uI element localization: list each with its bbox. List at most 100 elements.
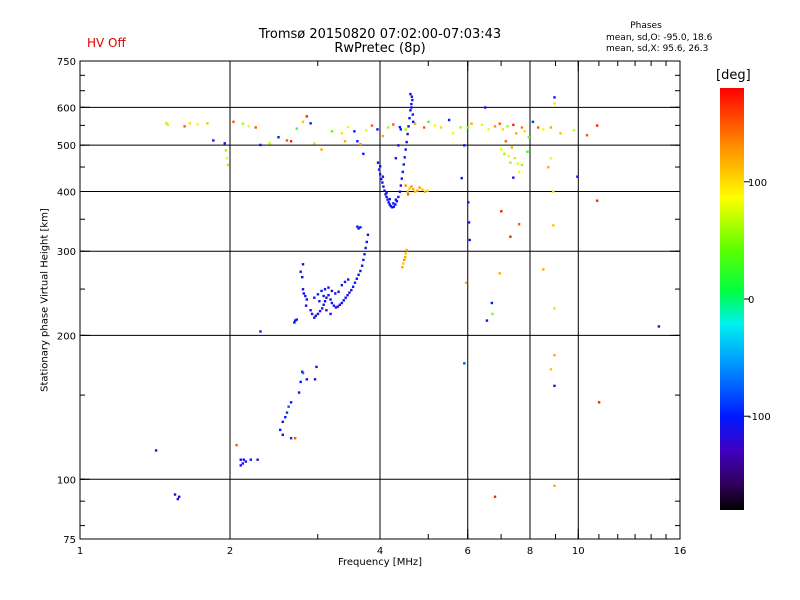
- data-point: [398, 125, 402, 129]
- data-point: [309, 122, 312, 125]
- data-point: [348, 291, 351, 294]
- data-point: [409, 92, 412, 96]
- data-point: [254, 126, 257, 129]
- data-point: [381, 181, 384, 184]
- data-point: [412, 120, 415, 124]
- data-point: [239, 458, 242, 461]
- data-point: [322, 294, 325, 298]
- data-point: [334, 306, 338, 309]
- x-tick-label: 4: [377, 546, 383, 557]
- data-point: [498, 272, 501, 275]
- data-point: [392, 205, 396, 208]
- data-point: [313, 296, 316, 299]
- data-point: [359, 142, 362, 146]
- data-point: [464, 281, 468, 284]
- data-point: [356, 140, 359, 143]
- data-point: [487, 128, 490, 131]
- data-point: [359, 269, 362, 273]
- data-point: [355, 277, 358, 280]
- data-point: [411, 113, 414, 116]
- data-point: [406, 132, 409, 136]
- data-point: [316, 293, 320, 296]
- data-point: [405, 140, 408, 144]
- data-point: [357, 227, 360, 230]
- data-point: [552, 190, 555, 193]
- x-tick-label: 1: [77, 546, 83, 557]
- data-point: [351, 285, 355, 288]
- data-point: [403, 156, 406, 159]
- data-point: [235, 443, 238, 447]
- data-point: [206, 122, 209, 125]
- data-point: [410, 95, 414, 98]
- x-tick-label: 8: [527, 546, 533, 557]
- data-point: [297, 391, 301, 394]
- data-point: [241, 122, 245, 125]
- data-point: [410, 106, 413, 109]
- data-point: [395, 200, 399, 203]
- data-point: [467, 201, 470, 204]
- data-point: [196, 123, 199, 126]
- data-point: [413, 190, 417, 193]
- data-point: [459, 126, 462, 129]
- data-point: [381, 175, 385, 178]
- data-point: [410, 102, 413, 106]
- data-point: [176, 497, 180, 501]
- data-point: [359, 226, 362, 229]
- data-point: [523, 130, 526, 133]
- data-point: [559, 132, 562, 135]
- data-point: [177, 495, 181, 498]
- data-point: [553, 96, 556, 99]
- data-point: [363, 253, 366, 256]
- data-point: [392, 123, 395, 126]
- data-point: [657, 325, 661, 328]
- data-point: [310, 312, 314, 316]
- data-point: [500, 210, 503, 213]
- data-point: [285, 139, 289, 142]
- data-point: [423, 190, 427, 193]
- data-point: [364, 246, 367, 250]
- data-point: [316, 312, 320, 316]
- y-tick-label: 100: [57, 475, 76, 486]
- data-point: [447, 118, 451, 122]
- data-point: [299, 380, 302, 384]
- data-point: [249, 458, 253, 461]
- data-point: [318, 309, 322, 313]
- data-point: [439, 126, 443, 129]
- data-point: [426, 189, 429, 192]
- data-point: [337, 290, 340, 293]
- data-point: [501, 128, 505, 131]
- hv-status-label: HV Off: [87, 36, 126, 50]
- data-point: [320, 289, 323, 293]
- data-point: [520, 126, 524, 129]
- data-point: [531, 120, 535, 124]
- data-point: [412, 187, 415, 191]
- data-point: [247, 125, 251, 128]
- data-point: [408, 187, 411, 190]
- data-point: [295, 127, 298, 130]
- data-point: [595, 124, 599, 127]
- data-point: [403, 258, 406, 262]
- data-point: [498, 122, 501, 125]
- data-point: [547, 166, 550, 169]
- data-point: [259, 143, 262, 147]
- data-point: [572, 128, 576, 132]
- data-point: [321, 307, 324, 310]
- data-point: [304, 304, 308, 307]
- data-point: [323, 288, 327, 291]
- data-point: [399, 128, 403, 131]
- data-point: [256, 458, 259, 461]
- data-point: [399, 184, 403, 187]
- data-point: [394, 198, 398, 201]
- data-point: [305, 298, 309, 301]
- data-point: [512, 123, 515, 127]
- data-point: [259, 330, 262, 333]
- data-point: [585, 134, 589, 137]
- data-point: [353, 281, 357, 284]
- data-point: [380, 177, 383, 181]
- phases-x-stats: mean, sd,X: 95.6, 26.3: [606, 44, 709, 54]
- data-point: [301, 120, 305, 124]
- data-point: [225, 157, 229, 160]
- data-point: [500, 148, 503, 151]
- y-tick-label: 500: [57, 141, 76, 152]
- data-point: [362, 152, 365, 156]
